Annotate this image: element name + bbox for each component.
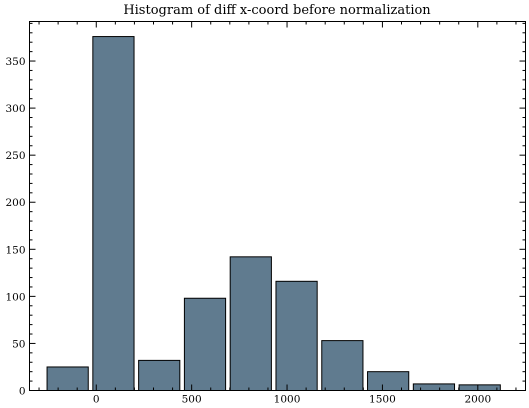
y-tick-label-2: 100 bbox=[5, 291, 25, 303]
histogram-bar-4 bbox=[229, 256, 272, 391]
y-tick-label-6: 300 bbox=[5, 103, 25, 115]
histogram-bar-8 bbox=[412, 383, 456, 391]
x-tick-label-4: 2000 bbox=[464, 394, 491, 406]
y-tick-label-5: 250 bbox=[5, 150, 25, 162]
y-tick-label-1: 50 bbox=[12, 338, 25, 350]
x-tick-label-2: 1000 bbox=[274, 394, 301, 406]
histogram-bar-2 bbox=[138, 359, 181, 392]
bars-group bbox=[46, 36, 501, 392]
x-tick-label-3: 1500 bbox=[369, 394, 396, 406]
histogram-bar-3 bbox=[183, 297, 227, 391]
x-tick-label-1: 500 bbox=[182, 394, 202, 406]
histogram-bar-5 bbox=[275, 280, 318, 391]
x-tick-label-0: 0 bbox=[93, 394, 100, 406]
plot-frame bbox=[29, 21, 526, 391]
y-tick-label-7: 350 bbox=[5, 56, 25, 68]
histogram-bar-1 bbox=[92, 36, 135, 392]
histogram-bar-6 bbox=[321, 340, 364, 391]
y-tick-label-3: 150 bbox=[5, 244, 25, 256]
histogram-bar-7 bbox=[367, 371, 410, 391]
chart-title: Histogram of diff x-coord before normali… bbox=[123, 3, 431, 18]
histogram-bar-9 bbox=[458, 384, 501, 392]
histogram-bar-0 bbox=[46, 366, 89, 391]
y-tick-label-4: 200 bbox=[5, 197, 25, 209]
ticks-group: 0 500 1000 1500 2000 0 50 100 150 200 250 300 350 bbox=[5, 21, 526, 406]
y-tick-label-0: 0 bbox=[19, 386, 26, 398]
